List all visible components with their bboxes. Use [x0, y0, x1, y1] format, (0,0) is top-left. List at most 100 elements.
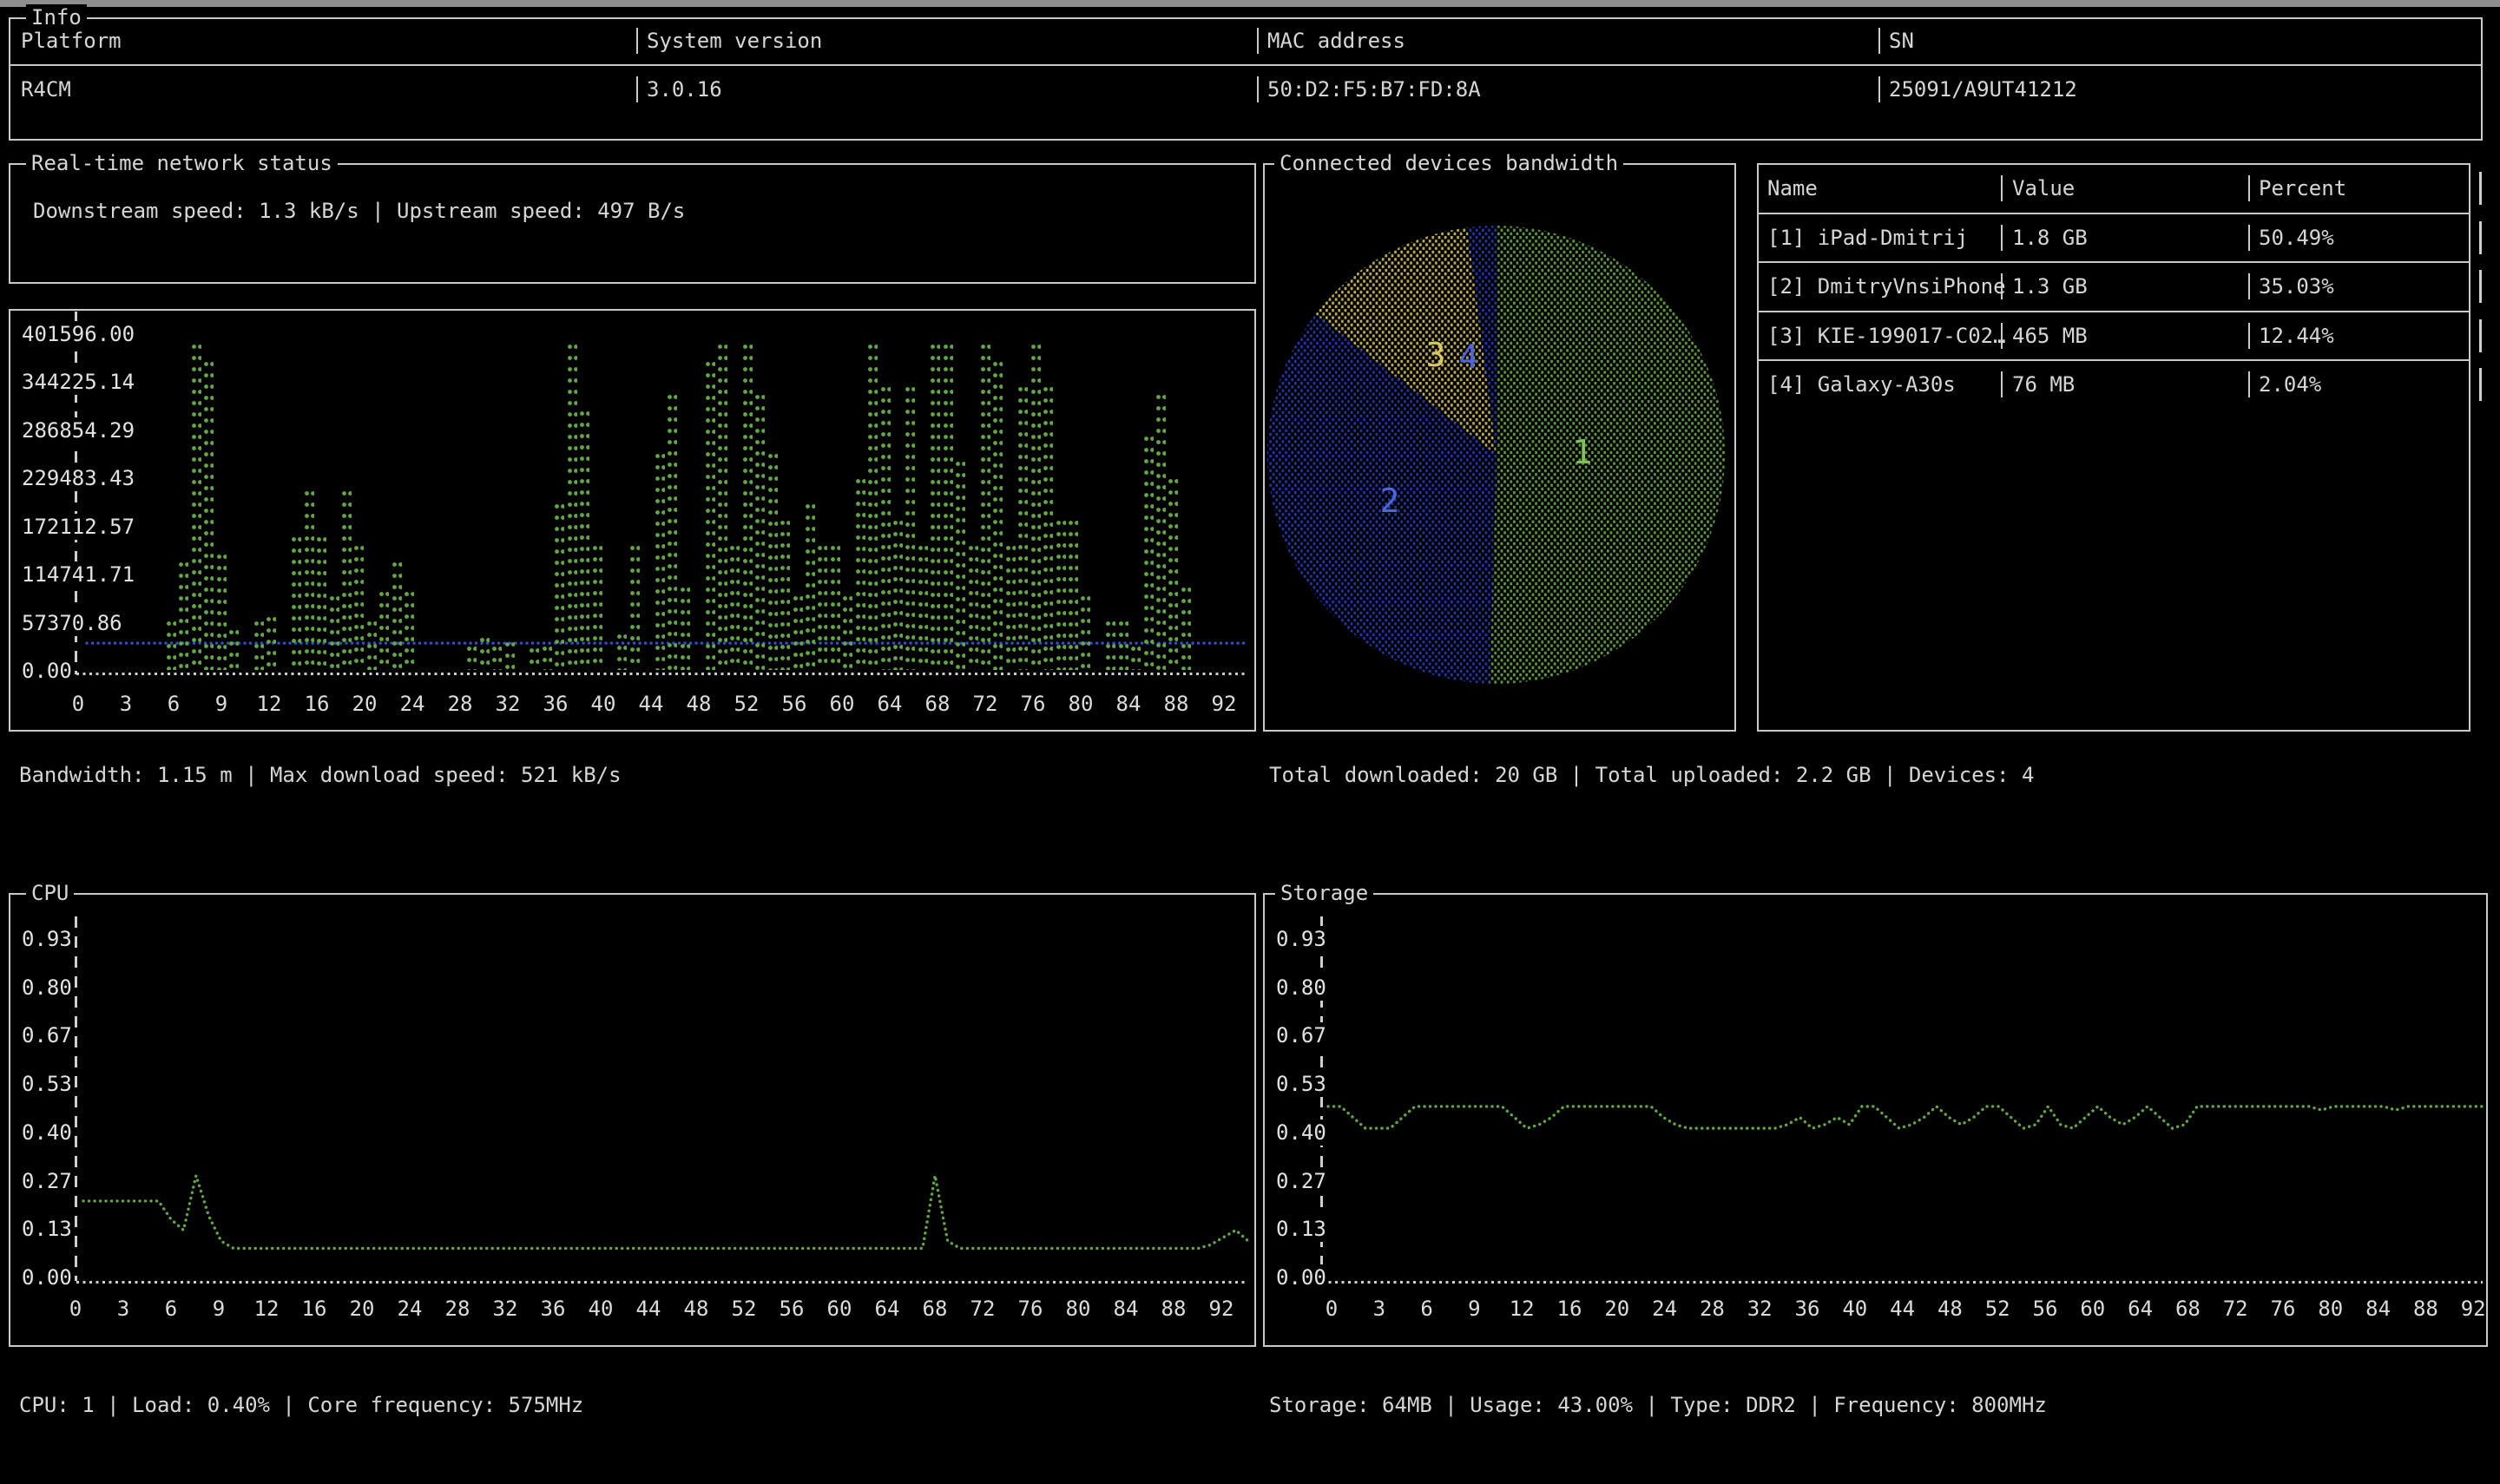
x-tick-label: 24: [1652, 1297, 1677, 1321]
storage-usage-line: [1328, 1106, 2483, 1128]
download-bar: [717, 343, 727, 670]
cpu-summary: CPU: 1 | Load: 0.40% | Core frequency: 5…: [19, 1392, 583, 1418]
y-tick-label: 114741.71: [22, 561, 135, 588]
x-tick-label: 80: [2318, 1297, 2343, 1321]
x-tick-label: 28: [448, 692, 473, 716]
y-tick-label: 0.13: [1276, 1216, 1326, 1242]
x-tick-label: 84: [1116, 692, 1141, 716]
info-value-mac-address: 50:D2:F5:B7:FD:8A: [1267, 76, 1481, 102]
x-tick-label: 92: [1212, 692, 1237, 716]
y-tick-label: 0.80: [1276, 975, 1326, 1001]
download-bar: [216, 553, 227, 670]
x-tick-label: 48: [684, 1297, 709, 1321]
device-name: [4] Galaxy-A30s: [1767, 371, 1956, 397]
x-tick-label: 32: [1747, 1297, 1773, 1321]
devices-totals-summary: Total downloaded: 20 GB | Total uploaded…: [1269, 762, 2034, 788]
info-panel-title: Info: [26, 4, 87, 30]
download-bar: [504, 640, 515, 670]
download-bar: [178, 561, 188, 670]
x-tick-label: 12: [1510, 1297, 1535, 1321]
y-tick-label: 286854.29: [22, 417, 135, 443]
download-bar: [1017, 385, 1028, 670]
y-tick-label: 0.80: [22, 975, 72, 1001]
download-bar: [930, 343, 940, 670]
download-bar: [955, 460, 965, 670]
download-bar: [705, 360, 715, 670]
info-header-sn: SN: [1889, 28, 1914, 54]
download-bar: [529, 647, 539, 670]
download-bar: [253, 620, 264, 670]
cpu-load-line: [83, 1176, 1248, 1249]
x-tick-label: 64: [878, 692, 903, 716]
y-tick-label: 0.93: [1276, 926, 1326, 952]
info-value-platform: R4CM: [21, 76, 71, 102]
download-bar: [1080, 594, 1090, 670]
x-tick-label: 40: [1842, 1297, 1867, 1321]
download-bar: [304, 489, 314, 670]
download-bar: [667, 393, 677, 670]
network-speed-status: Downstream speed: 1.3 kB/s | Upstream sp…: [33, 198, 685, 224]
download-bar: [592, 544, 602, 670]
y-tick-label: 0.00: [1276, 1264, 1326, 1290]
x-tick-label: 76: [1018, 1297, 1043, 1321]
x-tick-label: 36: [1795, 1297, 1820, 1321]
download-bar: [943, 343, 953, 670]
x-tick-label: 56: [2033, 1297, 2058, 1321]
x-tick-label: 32: [496, 692, 521, 716]
x-tick-label: 3: [120, 692, 132, 716]
x-tick-label: 56: [780, 1297, 805, 1321]
device-value: 465 MB: [2012, 323, 2088, 349]
download-bar: [479, 636, 490, 670]
y-tick-label: 401596.00: [22, 321, 135, 347]
x-tick-label: 6: [168, 692, 180, 716]
x-tick-label: 16: [1557, 1297, 1582, 1321]
device-percent: 2.04%: [2259, 371, 2321, 397]
y-tick-label: 0.40: [22, 1120, 72, 1146]
device-value: 1.8 GB: [2012, 225, 2088, 251]
devices-table-header-percent: Percent: [2259, 175, 2346, 201]
y-tick-label: 57370.86: [22, 610, 122, 636]
x-tick-label: 9: [1468, 1297, 1480, 1321]
bandwidth-summary: Bandwidth: 1.15 m | Max download speed: …: [19, 762, 622, 788]
download-bar: [542, 645, 552, 670]
x-tick-label: 92: [2461, 1297, 2486, 1321]
download-bar: [742, 343, 753, 670]
x-tick-label: 84: [2365, 1297, 2391, 1321]
y-tick-label: 229483.43: [22, 465, 135, 491]
download-bar: [466, 645, 477, 670]
download-bar: [655, 452, 665, 670]
download-bar: [680, 586, 690, 670]
info-header-platform: Platform: [21, 28, 122, 54]
device-percent: 35.03%: [2259, 273, 2334, 299]
download-bar: [754, 393, 765, 670]
x-tick-label: 44: [1890, 1297, 1915, 1321]
x-tick-label: 12: [254, 1297, 280, 1321]
download-bar: [1143, 435, 1154, 670]
x-tick-label: 60: [827, 1297, 852, 1321]
x-tick-label: 12: [257, 692, 282, 716]
x-tick-label: 3: [117, 1297, 129, 1321]
x-tick-label: 16: [302, 1297, 327, 1321]
x-tick-label: 64: [875, 1297, 900, 1321]
x-tick-label: 16: [305, 692, 330, 716]
device-name: [2] DmitryVnsiPhone: [1767, 273, 2006, 299]
download-bar: [1056, 519, 1066, 670]
download-bar: [491, 645, 502, 670]
download-bar: [1168, 477, 1178, 670]
download-bar: [980, 343, 990, 670]
x-tick-label: 0: [1326, 1297, 1338, 1321]
download-bar: [1105, 620, 1115, 670]
x-tick-label: 68: [2175, 1297, 2201, 1321]
y-tick-label: 344225.14: [22, 369, 135, 395]
x-tick-label: 52: [1985, 1297, 2010, 1321]
download-bar: [780, 519, 790, 670]
info-header-mac-address: MAC address: [1267, 28, 1405, 54]
download-bar: [1130, 645, 1141, 670]
storage-summary: Storage: 64MB | Usage: 43.00% | Type: DD…: [1269, 1392, 2047, 1418]
x-tick-label: 64: [2128, 1297, 2153, 1321]
x-tick-label: 20: [350, 1297, 375, 1321]
y-tick-label: 0.27: [1276, 1168, 1326, 1194]
download-bar: [291, 535, 301, 670]
x-tick-label: 0: [72, 692, 84, 716]
download-bar: [880, 385, 891, 670]
